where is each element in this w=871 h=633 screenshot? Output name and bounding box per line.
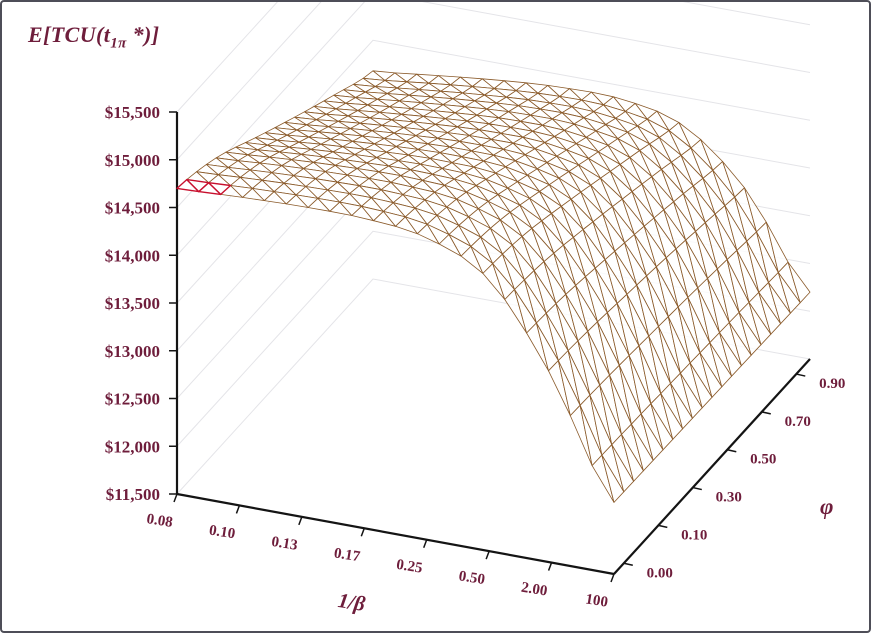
series-axis-tick-label: 0.10 bbox=[681, 527, 707, 543]
x-axis-tick bbox=[610, 573, 615, 583]
x-axis-tick-label: 100 bbox=[584, 591, 609, 610]
series-axis-tick bbox=[761, 411, 771, 415]
mesh-cell bbox=[631, 423, 654, 472]
mesh-cell bbox=[748, 301, 772, 346]
highlighted-mesh-cell bbox=[207, 181, 232, 196]
mesh-cell bbox=[621, 433, 644, 482]
mesh-cell bbox=[787, 261, 811, 304]
mesh-cell bbox=[768, 282, 791, 325]
mesh-cell bbox=[660, 393, 683, 440]
series-axis-tick bbox=[658, 524, 668, 529]
x-axis-tick bbox=[547, 562, 553, 571]
x-axis-tick bbox=[485, 550, 490, 560]
series-axis-tick bbox=[727, 448, 737, 453]
x-axis-tick-label: 2.00 bbox=[520, 580, 548, 600]
x-axis-tick-label: 0.50 bbox=[458, 568, 486, 588]
mesh-cell bbox=[611, 444, 634, 493]
wall-gridline bbox=[176, 2, 811, 208]
mesh-cell bbox=[670, 382, 693, 430]
series-axis-tick bbox=[796, 373, 806, 377]
mesh-cell bbox=[699, 352, 723, 398]
wall-gridline bbox=[176, 2, 811, 161]
series-axis-tick-label: 0.50 bbox=[750, 452, 776, 468]
z-axis-tick-label: $14,000 bbox=[105, 246, 160, 265]
series-axis-tick-label: 0.90 bbox=[819, 376, 845, 392]
series-axis-tick bbox=[692, 486, 702, 491]
x-axis-tick bbox=[298, 516, 303, 526]
chart-title: E[TCU(t1π *)] bbox=[28, 22, 159, 52]
mesh-cell bbox=[601, 454, 625, 503]
z-axis-tick-label: $14,500 bbox=[105, 199, 160, 218]
mesh-cell bbox=[680, 372, 703, 419]
x-axis-tick bbox=[173, 493, 178, 503]
series-axis-line bbox=[613, 358, 811, 575]
x-axis-tick bbox=[360, 528, 365, 537]
series-axis-tick-label: 0.30 bbox=[716, 490, 742, 506]
z-axis-tick-label: $15,000 bbox=[105, 151, 160, 170]
x-axis-tick bbox=[423, 539, 428, 548]
z-axis-tick-label: $12,000 bbox=[105, 437, 160, 456]
z-axis-tick-label: $11,500 bbox=[106, 485, 160, 504]
x-axis-tick-label: 0.08 bbox=[145, 511, 173, 531]
mesh-cell bbox=[719, 332, 742, 377]
mesh-cell bbox=[777, 272, 801, 314]
x-axis-tick-label: 0.25 bbox=[395, 557, 423, 577]
series-axis-tick-label: 0.00 bbox=[647, 565, 673, 581]
mesh-cell bbox=[709, 342, 732, 388]
mesh-cell bbox=[640, 413, 664, 461]
x-axis-title: 1/β bbox=[336, 588, 367, 616]
chart-title-subscript: 1π bbox=[110, 35, 127, 52]
x-axis-tick-label: 0.13 bbox=[270, 534, 298, 554]
wall-gridline bbox=[176, 2, 278, 113]
z-axis-tick-label: $13,500 bbox=[105, 294, 160, 313]
series-axis-tick-label: 0.70 bbox=[785, 414, 811, 430]
z-axis-tick-label: $12,500 bbox=[105, 390, 160, 409]
x-axis-line bbox=[176, 492, 615, 576]
z-axis-tick-label: $13,000 bbox=[105, 342, 160, 361]
mesh-cell bbox=[758, 291, 781, 335]
mesh-cell bbox=[689, 362, 713, 409]
mesh-cell bbox=[650, 403, 674, 451]
series-axis-tick bbox=[623, 562, 633, 566]
mesh-cell bbox=[728, 322, 752, 367]
series-axis-title: φ bbox=[820, 494, 834, 519]
x-axis-tick bbox=[235, 505, 241, 514]
mesh-cell bbox=[738, 311, 762, 356]
chart-title-post: *)] bbox=[126, 22, 160, 47]
x-axis-tick-label: 0.10 bbox=[208, 523, 236, 543]
chart-title-pre: E[TCU(t bbox=[28, 22, 111, 47]
x-axis-tick-label: 0.17 bbox=[333, 545, 362, 565]
z-axis-tick-label: $15,500 bbox=[105, 103, 160, 122]
